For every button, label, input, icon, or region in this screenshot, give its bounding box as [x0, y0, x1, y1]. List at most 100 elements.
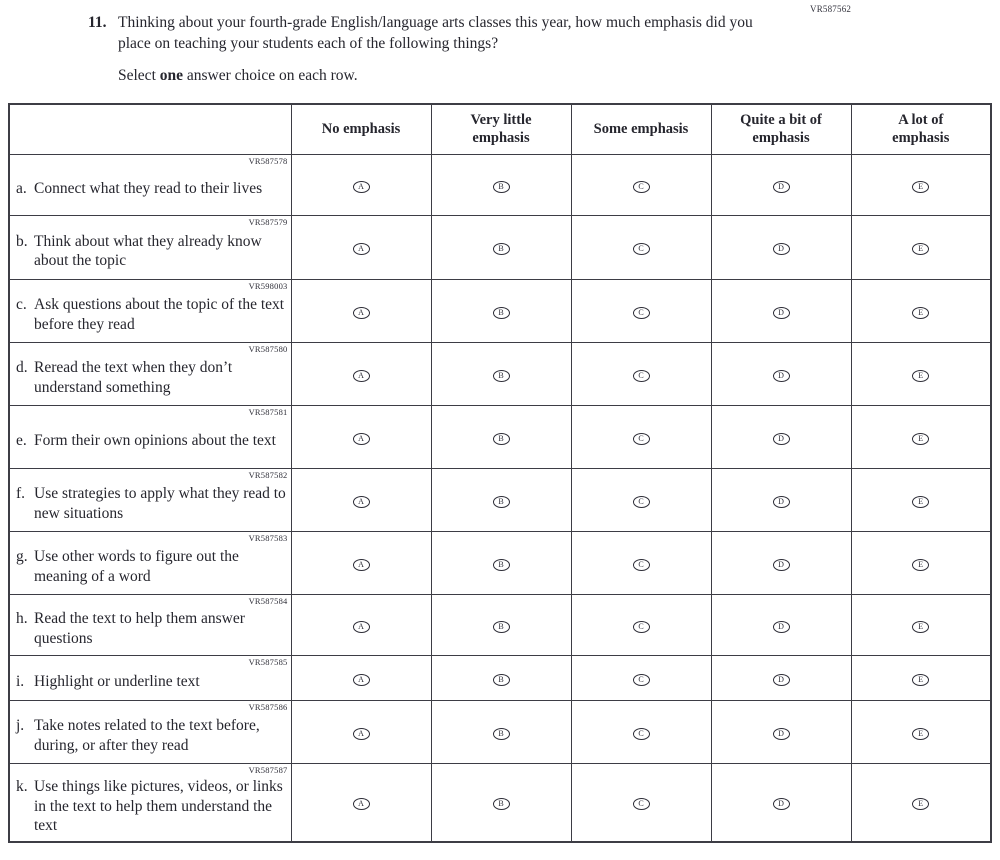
answer-bubble-a-lot[interactable]: E [912, 369, 930, 382]
option-cell-quite-a-bit: D [710, 278, 852, 343]
option-cell-a-lot: E [850, 278, 992, 343]
row-text: Take notes related to the text before, d… [34, 717, 260, 754]
answer-bubble-very-little[interactable]: B [492, 798, 510, 811]
answer-bubble-some[interactable]: C [632, 673, 650, 686]
answer-bubble-a-lot[interactable]: E [912, 727, 930, 740]
answer-bubble-quite-a-bit[interactable]: D [772, 673, 790, 686]
table-row: VR587581 e. Form their own opinions abou… [8, 404, 992, 469]
answer-bubble-quite-a-bit[interactable]: D [772, 432, 790, 445]
option-cell-no-emphasis: A [290, 530, 432, 595]
answer-bubble-some[interactable]: C [632, 432, 650, 445]
table-row: VR587584 h. Read the text to help them a… [8, 593, 992, 656]
option-cell-a-lot: E [850, 467, 992, 532]
page-vr-code: VR587562 [810, 4, 852, 14]
answer-bubble-very-little[interactable]: B [492, 558, 510, 571]
answer-bubble-some[interactable]: C [632, 558, 650, 571]
answer-bubble-no-emphasis[interactable]: A [352, 727, 370, 740]
instruction-suffix: answer choice on each row. [183, 67, 358, 84]
option-cell-no-emphasis: A [290, 593, 432, 656]
answer-bubble-no-emphasis[interactable]: A [352, 243, 370, 255]
row-text: Reread the text when they don’t understa… [34, 359, 233, 396]
answer-bubble-some[interactable]: C [632, 306, 650, 319]
answer-bubble-some[interactable]: C [632, 369, 650, 382]
answer-bubble-a-lot[interactable]: E [912, 558, 930, 571]
answer-bubble-a-lot[interactable]: E [912, 495, 930, 508]
option-cell-some: C [570, 214, 712, 280]
answer-bubble-a-lot[interactable]: E [912, 432, 930, 445]
answer-bubble-quite-a-bit[interactable]: D [772, 495, 790, 508]
answer-bubble-no-emphasis[interactable]: A [352, 673, 370, 686]
row-label-cell: VR587587 k. Use things like pictures, vi… [8, 762, 292, 843]
answer-bubble-no-emphasis[interactable]: A [352, 558, 370, 571]
answer-bubble-a-lot[interactable]: E [912, 243, 930, 255]
row-letter: j. [16, 717, 25, 734]
answer-bubble-no-emphasis[interactable]: A [352, 432, 370, 445]
header-no-emphasis: No emphasis [290, 103, 432, 155]
row-text: Read the text to help them answer questi… [34, 610, 245, 647]
option-cell-a-lot: E [850, 654, 992, 701]
row-vr-code: VR587583 [248, 532, 288, 543]
option-cell-very-little: B [430, 153, 572, 216]
option-cell-very-little: B [430, 699, 572, 764]
answer-bubble-quite-a-bit[interactable]: D [772, 180, 790, 193]
row-letter: a. [16, 179, 27, 197]
answer-bubble-a-lot[interactable]: E [912, 180, 930, 193]
answer-bubble-some[interactable]: C [632, 620, 650, 633]
question-block: 11. Thinking about your fourth-grade Eng… [88, 12, 778, 86]
answer-bubble-some[interactable]: C [632, 243, 650, 255]
answer-bubble-very-little[interactable]: B [492, 673, 510, 686]
answer-bubble-very-little[interactable]: B [492, 369, 510, 382]
table-row: VR587583 g. Use other words to figure ou… [8, 530, 992, 595]
option-cell-quite-a-bit: D [710, 530, 852, 595]
option-cell-quite-a-bit: D [710, 153, 852, 216]
answer-bubble-a-lot[interactable]: E [912, 306, 930, 319]
row-label-cell: VR598003 c. Ask questions about the topi… [8, 278, 292, 343]
answer-bubble-no-emphasis[interactable]: A [352, 798, 370, 811]
option-cell-quite-a-bit: D [710, 699, 852, 764]
answer-bubble-some[interactable]: C [632, 180, 650, 193]
answer-bubble-a-lot[interactable]: E [912, 620, 930, 633]
option-cell-a-lot: E [850, 214, 992, 280]
answer-bubble-quite-a-bit[interactable]: D [772, 243, 790, 255]
answer-bubble-no-emphasis[interactable]: A [352, 620, 370, 633]
row-letter: h. [16, 610, 28, 627]
option-cell-no-emphasis: A [290, 762, 432, 843]
answer-bubble-very-little[interactable]: B [492, 180, 510, 193]
option-cell-some: C [570, 654, 712, 701]
option-cell-no-emphasis: A [290, 341, 432, 406]
answer-bubble-very-little[interactable]: B [492, 495, 510, 508]
row-text: Use things like pictures, videos, or lin… [34, 778, 283, 834]
option-cell-some: C [570, 341, 712, 406]
answer-bubble-quite-a-bit[interactable]: D [772, 727, 790, 740]
row-label-cell: VR587580 d. Reread the text when they do… [8, 341, 292, 406]
answer-bubble-very-little[interactable]: B [492, 432, 510, 445]
answer-bubble-a-lot[interactable]: E [912, 673, 930, 686]
option-cell-very-little: B [430, 762, 572, 843]
answer-bubble-some[interactable]: C [632, 495, 650, 508]
answer-bubble-quite-a-bit[interactable]: D [772, 798, 790, 811]
answer-bubble-very-little[interactable]: B [492, 620, 510, 633]
answer-bubble-very-little[interactable]: B [492, 306, 510, 319]
answer-bubble-a-lot[interactable]: E [912, 798, 930, 811]
answer-bubble-no-emphasis[interactable]: A [352, 306, 370, 319]
answer-bubble-very-little[interactable]: B [492, 243, 510, 255]
answer-bubble-quite-a-bit[interactable]: D [772, 558, 790, 571]
answer-bubble-quite-a-bit[interactable]: D [772, 369, 790, 382]
row-letter: k. [16, 778, 28, 795]
answer-bubble-no-emphasis[interactable]: A [352, 180, 370, 193]
answer-bubble-some[interactable]: C [632, 727, 650, 740]
answer-bubble-no-emphasis[interactable]: A [352, 495, 370, 508]
answer-bubble-some[interactable]: C [632, 798, 650, 811]
row-letter: i. [16, 672, 25, 690]
answer-bubble-very-little[interactable]: B [492, 727, 510, 740]
option-cell-a-lot: E [850, 762, 992, 843]
option-cell-a-lot: E [850, 153, 992, 216]
instruction-prefix: Select [118, 67, 160, 84]
row-text: Connect what they read to their lives [34, 179, 263, 197]
answer-bubble-no-emphasis[interactable]: A [352, 369, 370, 382]
option-cell-very-little: B [430, 467, 572, 532]
row-label-cell: VR587586 j. Take notes related to the te… [8, 699, 292, 764]
answer-bubble-quite-a-bit[interactable]: D [772, 306, 790, 319]
option-cell-a-lot: E [850, 530, 992, 595]
answer-bubble-quite-a-bit[interactable]: D [772, 620, 790, 633]
